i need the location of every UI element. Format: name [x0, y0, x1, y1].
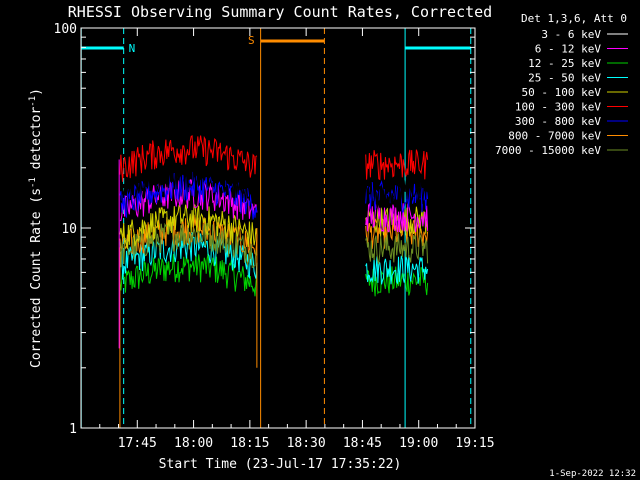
series-line-25-50keV — [365, 255, 429, 285]
x-tick-label: 18:15 — [230, 436, 269, 451]
series-line-100-300keV — [119, 135, 258, 182]
legend-item-label: 100 - 300 keV — [515, 101, 601, 114]
legend-item-label: 25 - 50 keV — [528, 72, 601, 85]
series-line-3-6keV — [365, 179, 429, 210]
series-line-12-25keV — [119, 252, 258, 297]
legend-item-label: 300 - 800 keV — [515, 115, 601, 128]
series-line-25-50keV — [119, 232, 258, 280]
y-label-part: ) — [29, 88, 44, 96]
y-tick-label: 100 — [54, 22, 77, 37]
y-label-sup: -1 — [28, 96, 38, 107]
series-line-7000-15000keV — [365, 233, 429, 265]
y-label-part: detector — [29, 107, 44, 178]
footer-timestamp: 1-Sep-2022 12:32 — [549, 469, 636, 479]
x-tick-label: 17:45 — [118, 436, 157, 451]
series-layer — [118, 135, 429, 428]
x-axis-label: Start Time (23-Jul-17 17:35:22) — [159, 457, 402, 472]
x-tick-label: 18:00 — [174, 436, 213, 451]
y-tick-label: 1 — [69, 422, 77, 437]
series-line-50-100keV — [119, 203, 258, 249]
series-line-3-6keV — [119, 158, 258, 207]
series-line-6-12keV — [119, 179, 258, 222]
legend-item-label: 50 - 100 keV — [522, 86, 602, 99]
legend-item-label: 3 - 6 keV — [541, 28, 601, 41]
axes-layer: 17:45 18:00 18:15 18:30 18:45 19:00 19:15 1 10 10… — [54, 22, 495, 451]
series-line-800-7000keV — [119, 214, 258, 256]
s-marker-label: S — [248, 34, 255, 47]
n-marker-label: N — [129, 42, 136, 55]
legend-item-label: 12 - 25 keV — [528, 57, 601, 70]
legend-item-label: 800 - 7000 keV — [508, 130, 601, 143]
y-label-sup: -1 — [28, 177, 38, 188]
y-label-part: Corrected Count Rate (s — [29, 188, 44, 368]
x-tick-label: 18:30 — [287, 436, 326, 451]
series-line-12-25keV — [365, 266, 429, 297]
y-axis-label: Corrected Count Rate (s-1 detector-1) — [28, 88, 44, 368]
series-line-6-12keV — [365, 202, 429, 233]
series-line-100-300keV — [365, 149, 429, 181]
legend-item-label: 6 - 12 keV — [535, 43, 602, 56]
x-tick-label: 19:00 — [399, 436, 438, 451]
y-tick-label: 10 — [61, 222, 77, 237]
x-tick-label: 19:15 — [455, 436, 494, 451]
legend-title: Det 1,3,6, Att 0 — [521, 12, 627, 25]
chart-title: RHESSI Observing Summary Count Rates, Co… — [68, 3, 492, 21]
legend-item-label: 7000 - 15000 keV — [495, 144, 601, 157]
series-line-800-7000keV — [365, 217, 429, 249]
x-tick-label: 18:45 — [343, 436, 382, 451]
